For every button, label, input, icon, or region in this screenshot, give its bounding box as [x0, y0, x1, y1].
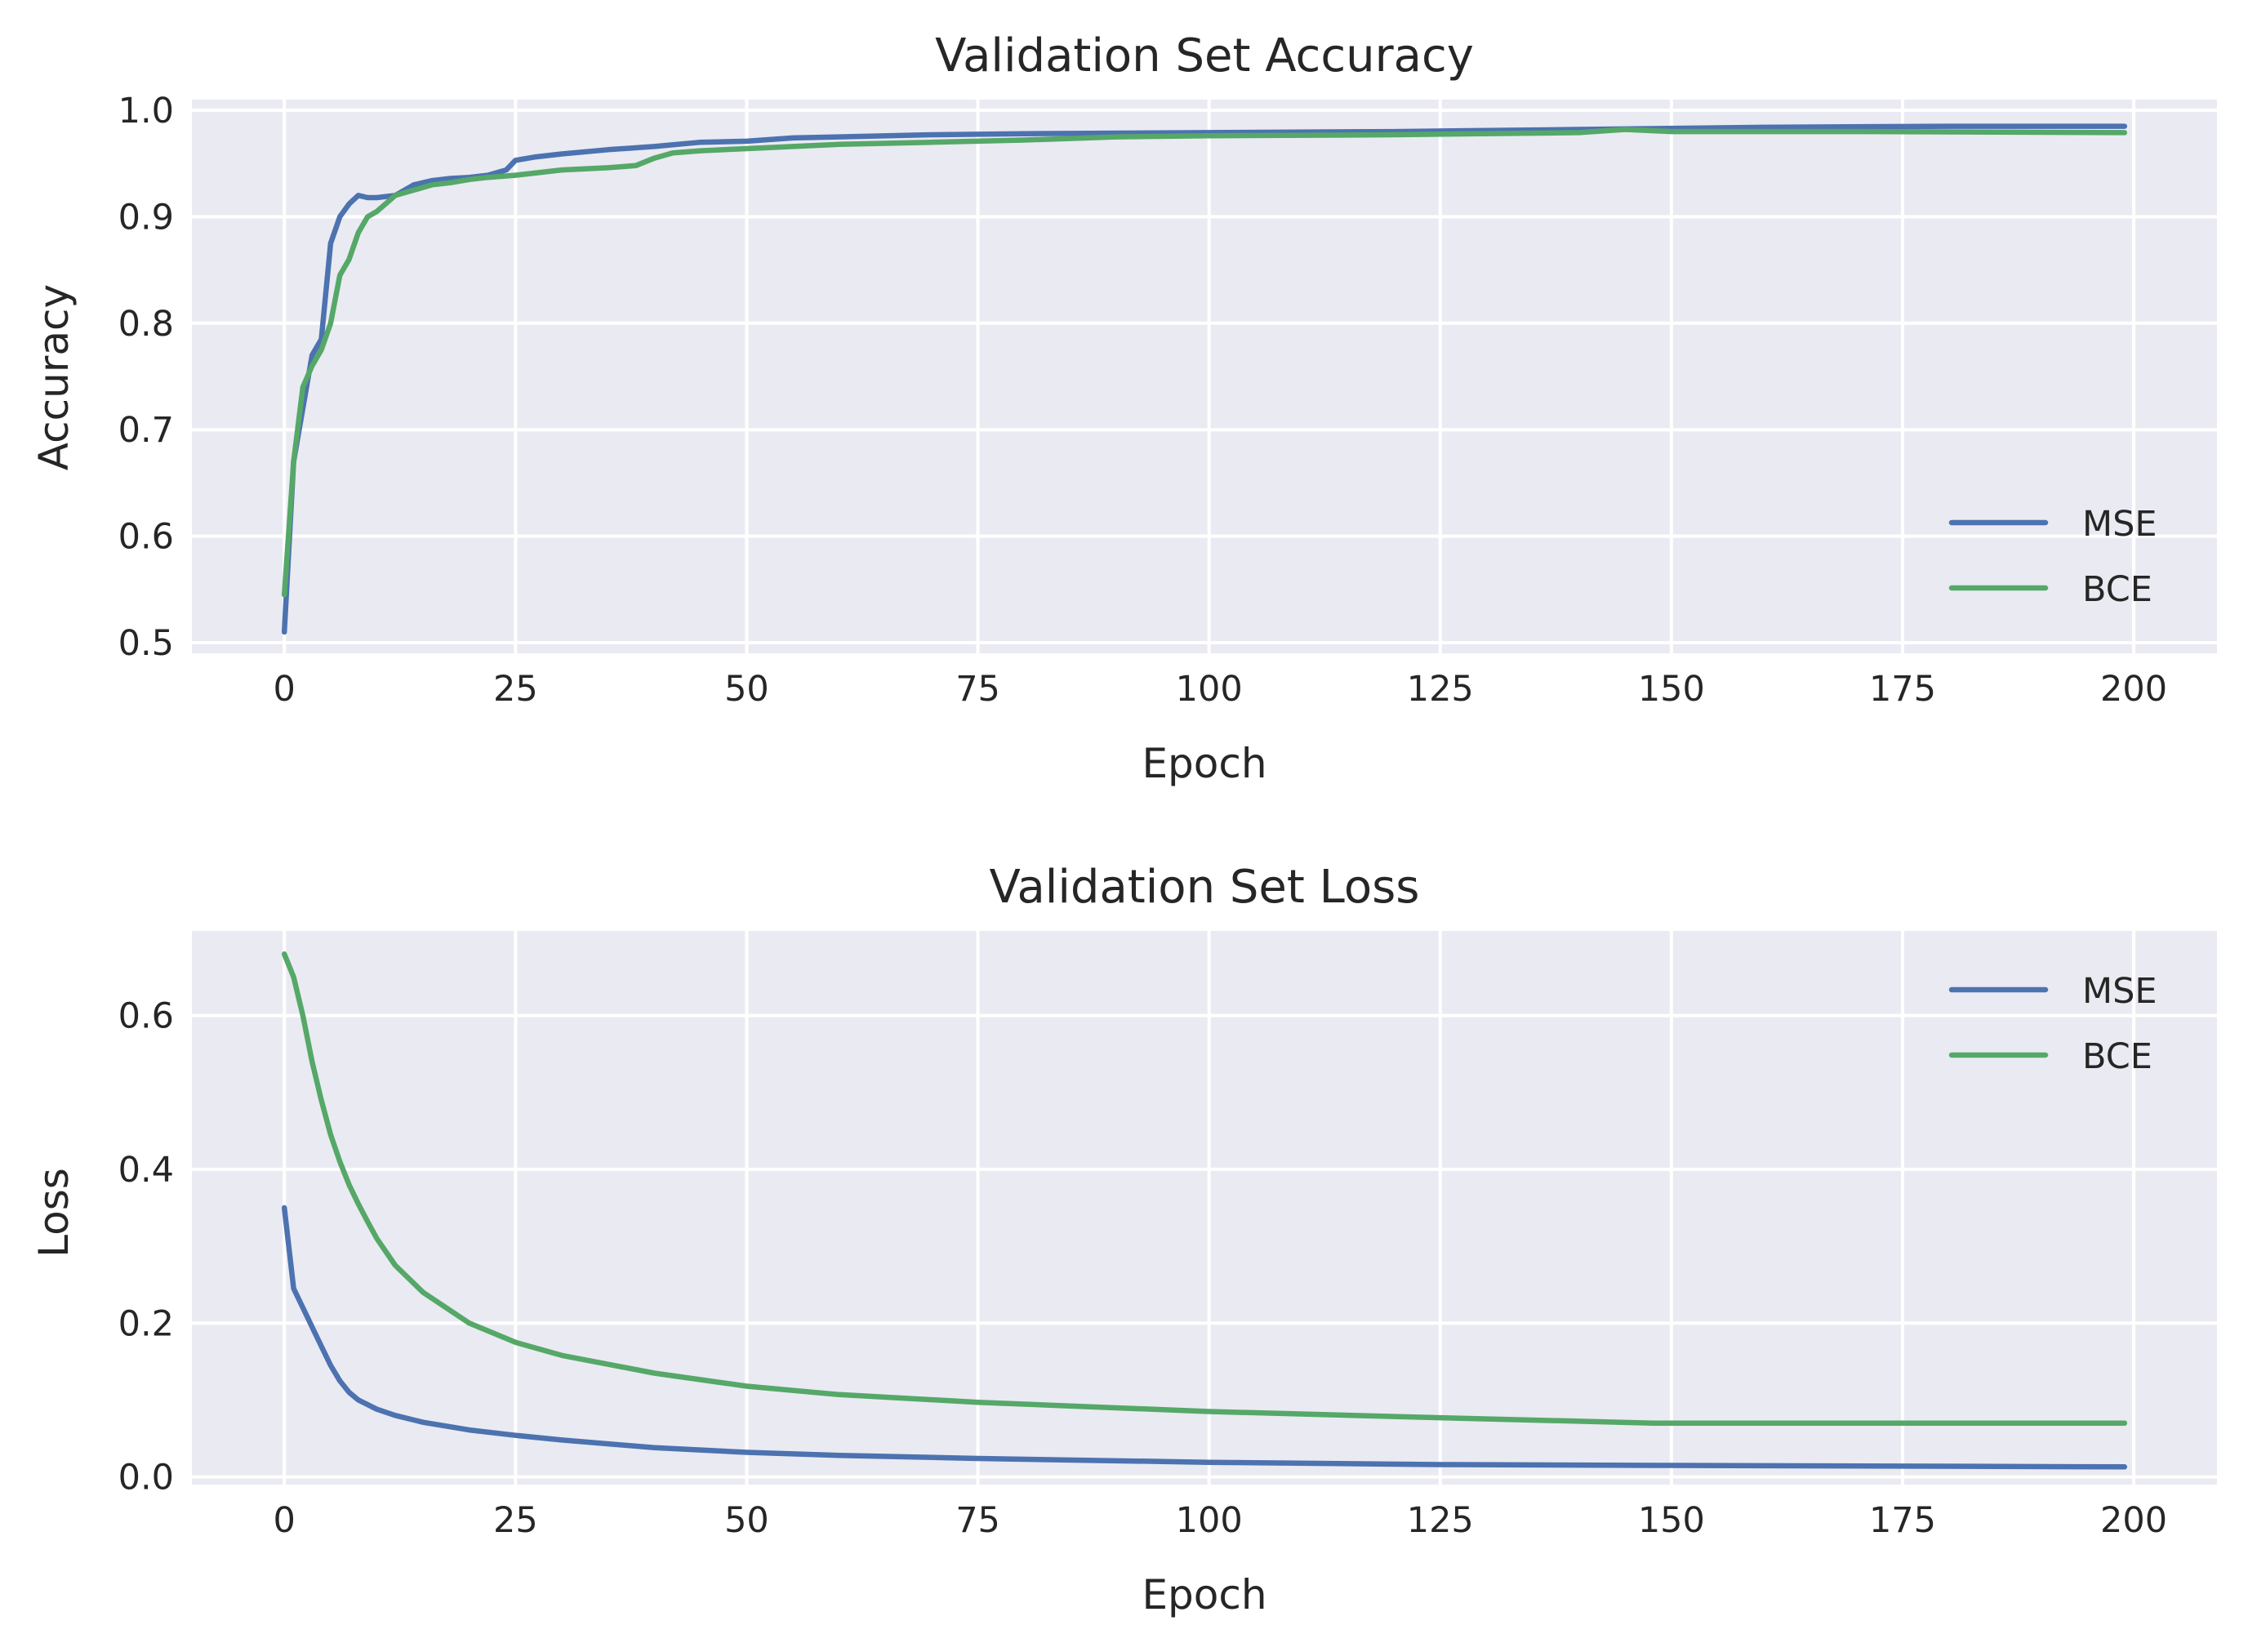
- loss-chart-title: Validation Set Loss: [990, 861, 1420, 914]
- accuracy-x-tick-label: 150: [1638, 669, 1705, 710]
- accuracy-y-tick-label: 0.9: [118, 197, 174, 238]
- accuracy-y-tick-label: 0.6: [118, 517, 174, 558]
- accuracy-x-tick-label: 100: [1176, 669, 1243, 710]
- accuracy-x-tick-label: 0: [274, 669, 296, 710]
- loss-y-tick-label: 0.0: [118, 1458, 174, 1498]
- accuracy-y-tick-label: 0.8: [118, 304, 174, 345]
- loss-legend-label-mse: MSE: [2082, 971, 2157, 1012]
- loss-plot-background: [192, 931, 2217, 1485]
- accuracy-y-axis-label: Accuracy: [30, 284, 78, 470]
- loss-x-tick-label: 75: [955, 1500, 1000, 1541]
- loss-x-tick-label: 100: [1176, 1500, 1243, 1541]
- accuracy-x-tick-label: 175: [1869, 669, 1936, 710]
- loss-x-tick-label: 150: [1638, 1500, 1705, 1541]
- accuracy-panel: Validation Set Accuracy Epoch Accuracy 0…: [30, 29, 2217, 787]
- loss-y-tick-label: 0.2: [118, 1303, 174, 1344]
- accuracy-series-mse-line: [281, 123, 2128, 635]
- accuracy-x-tick-label: 200: [2100, 669, 2167, 710]
- loss-x-tick-label: 50: [724, 1500, 769, 1541]
- accuracy-x-tick-label: 25: [493, 669, 538, 710]
- loss-series-mse-line: [281, 1204, 2128, 1470]
- loss-x-axis-label: Epoch: [1142, 1571, 1266, 1619]
- loss-x-tick-label: 200: [2100, 1500, 2167, 1541]
- loss-panel: Validation Set Loss Epoch Loss 0 25 50 75 10…: [30, 861, 2217, 1619]
- loss-legend-label-bce: BCE: [2082, 1036, 2152, 1077]
- accuracy-x-tick-label: 75: [955, 669, 1000, 710]
- loss-x-tick-label: 0: [274, 1500, 296, 1541]
- accuracy-x-tick-label: 125: [1407, 669, 1474, 710]
- loss-x-tick-label: 25: [493, 1500, 538, 1541]
- accuracy-x-tick-label: 50: [724, 669, 769, 710]
- loss-y-tick-label: 0.4: [118, 1150, 174, 1191]
- accuracy-y-tick-label: 1.0: [118, 91, 174, 131]
- accuracy-plot-background: [192, 100, 2217, 653]
- accuracy-x-axis-label: Epoch: [1142, 740, 1266, 787]
- loss-y-axis-label: Loss: [30, 1168, 78, 1258]
- accuracy-chart-title: Validation Set Accuracy: [935, 29, 1474, 82]
- loss-x-tick-label: 175: [1869, 1500, 1936, 1541]
- accuracy-y-tick-label: 0.5: [118, 623, 174, 664]
- loss-series-bce-line: [281, 951, 2128, 1426]
- accuracy-legend-label-bce: BCE: [2082, 569, 2152, 610]
- loss-x-tick-label: 125: [1407, 1500, 1474, 1541]
- accuracy-series-bce-line: [281, 127, 2128, 598]
- accuracy-y-tick-label: 0.7: [118, 410, 174, 451]
- loss-y-tick-label: 0.6: [118, 996, 174, 1037]
- accuracy-legend-label-mse: MSE: [2082, 504, 2157, 545]
